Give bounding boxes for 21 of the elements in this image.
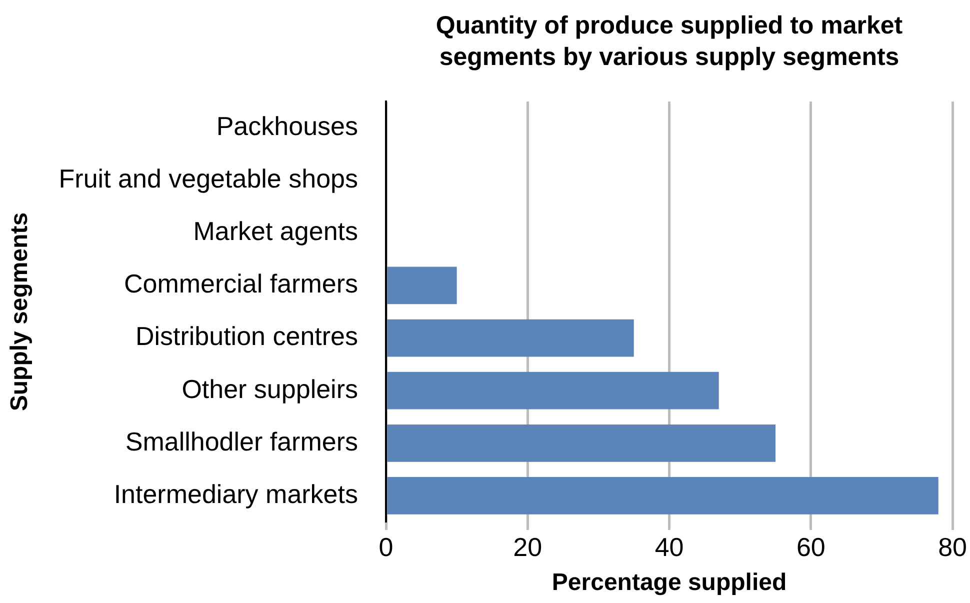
- x-tick-label: 80: [938, 532, 967, 562]
- y-tick-label: Commercial farmers: [124, 268, 358, 299]
- bar: [387, 477, 938, 514]
- y-tick-label: Smallhodler farmers: [125, 426, 358, 456]
- y-tick-label: Other suppleirs: [182, 374, 358, 404]
- x-tick-label: 0: [378, 532, 394, 562]
- y-tick-label: Market agents: [193, 216, 358, 246]
- y-tick-label: Fruit and vegetable shops: [58, 164, 358, 194]
- y-tick-label: Distribution centres: [135, 321, 358, 352]
- y-axis-title: Supply segments: [6, 212, 34, 412]
- x-tick-label: 40: [654, 532, 684, 562]
- x-tick-label: 60: [796, 532, 826, 562]
- y-tick-label: Packhouses: [216, 110, 358, 141]
- x-tick-label: 20: [513, 532, 542, 562]
- bar: [387, 424, 776, 462]
- bar: [387, 372, 719, 410]
- bar: [387, 266, 457, 304]
- y-tick-label: Intermediary markets: [114, 478, 358, 509]
- bar: [387, 319, 634, 357]
- x-axis-title: Percentage supplied: [552, 569, 787, 596]
- chart-title: Quantity of produce supplied to market segments by various supply segments: [436, 12, 904, 71]
